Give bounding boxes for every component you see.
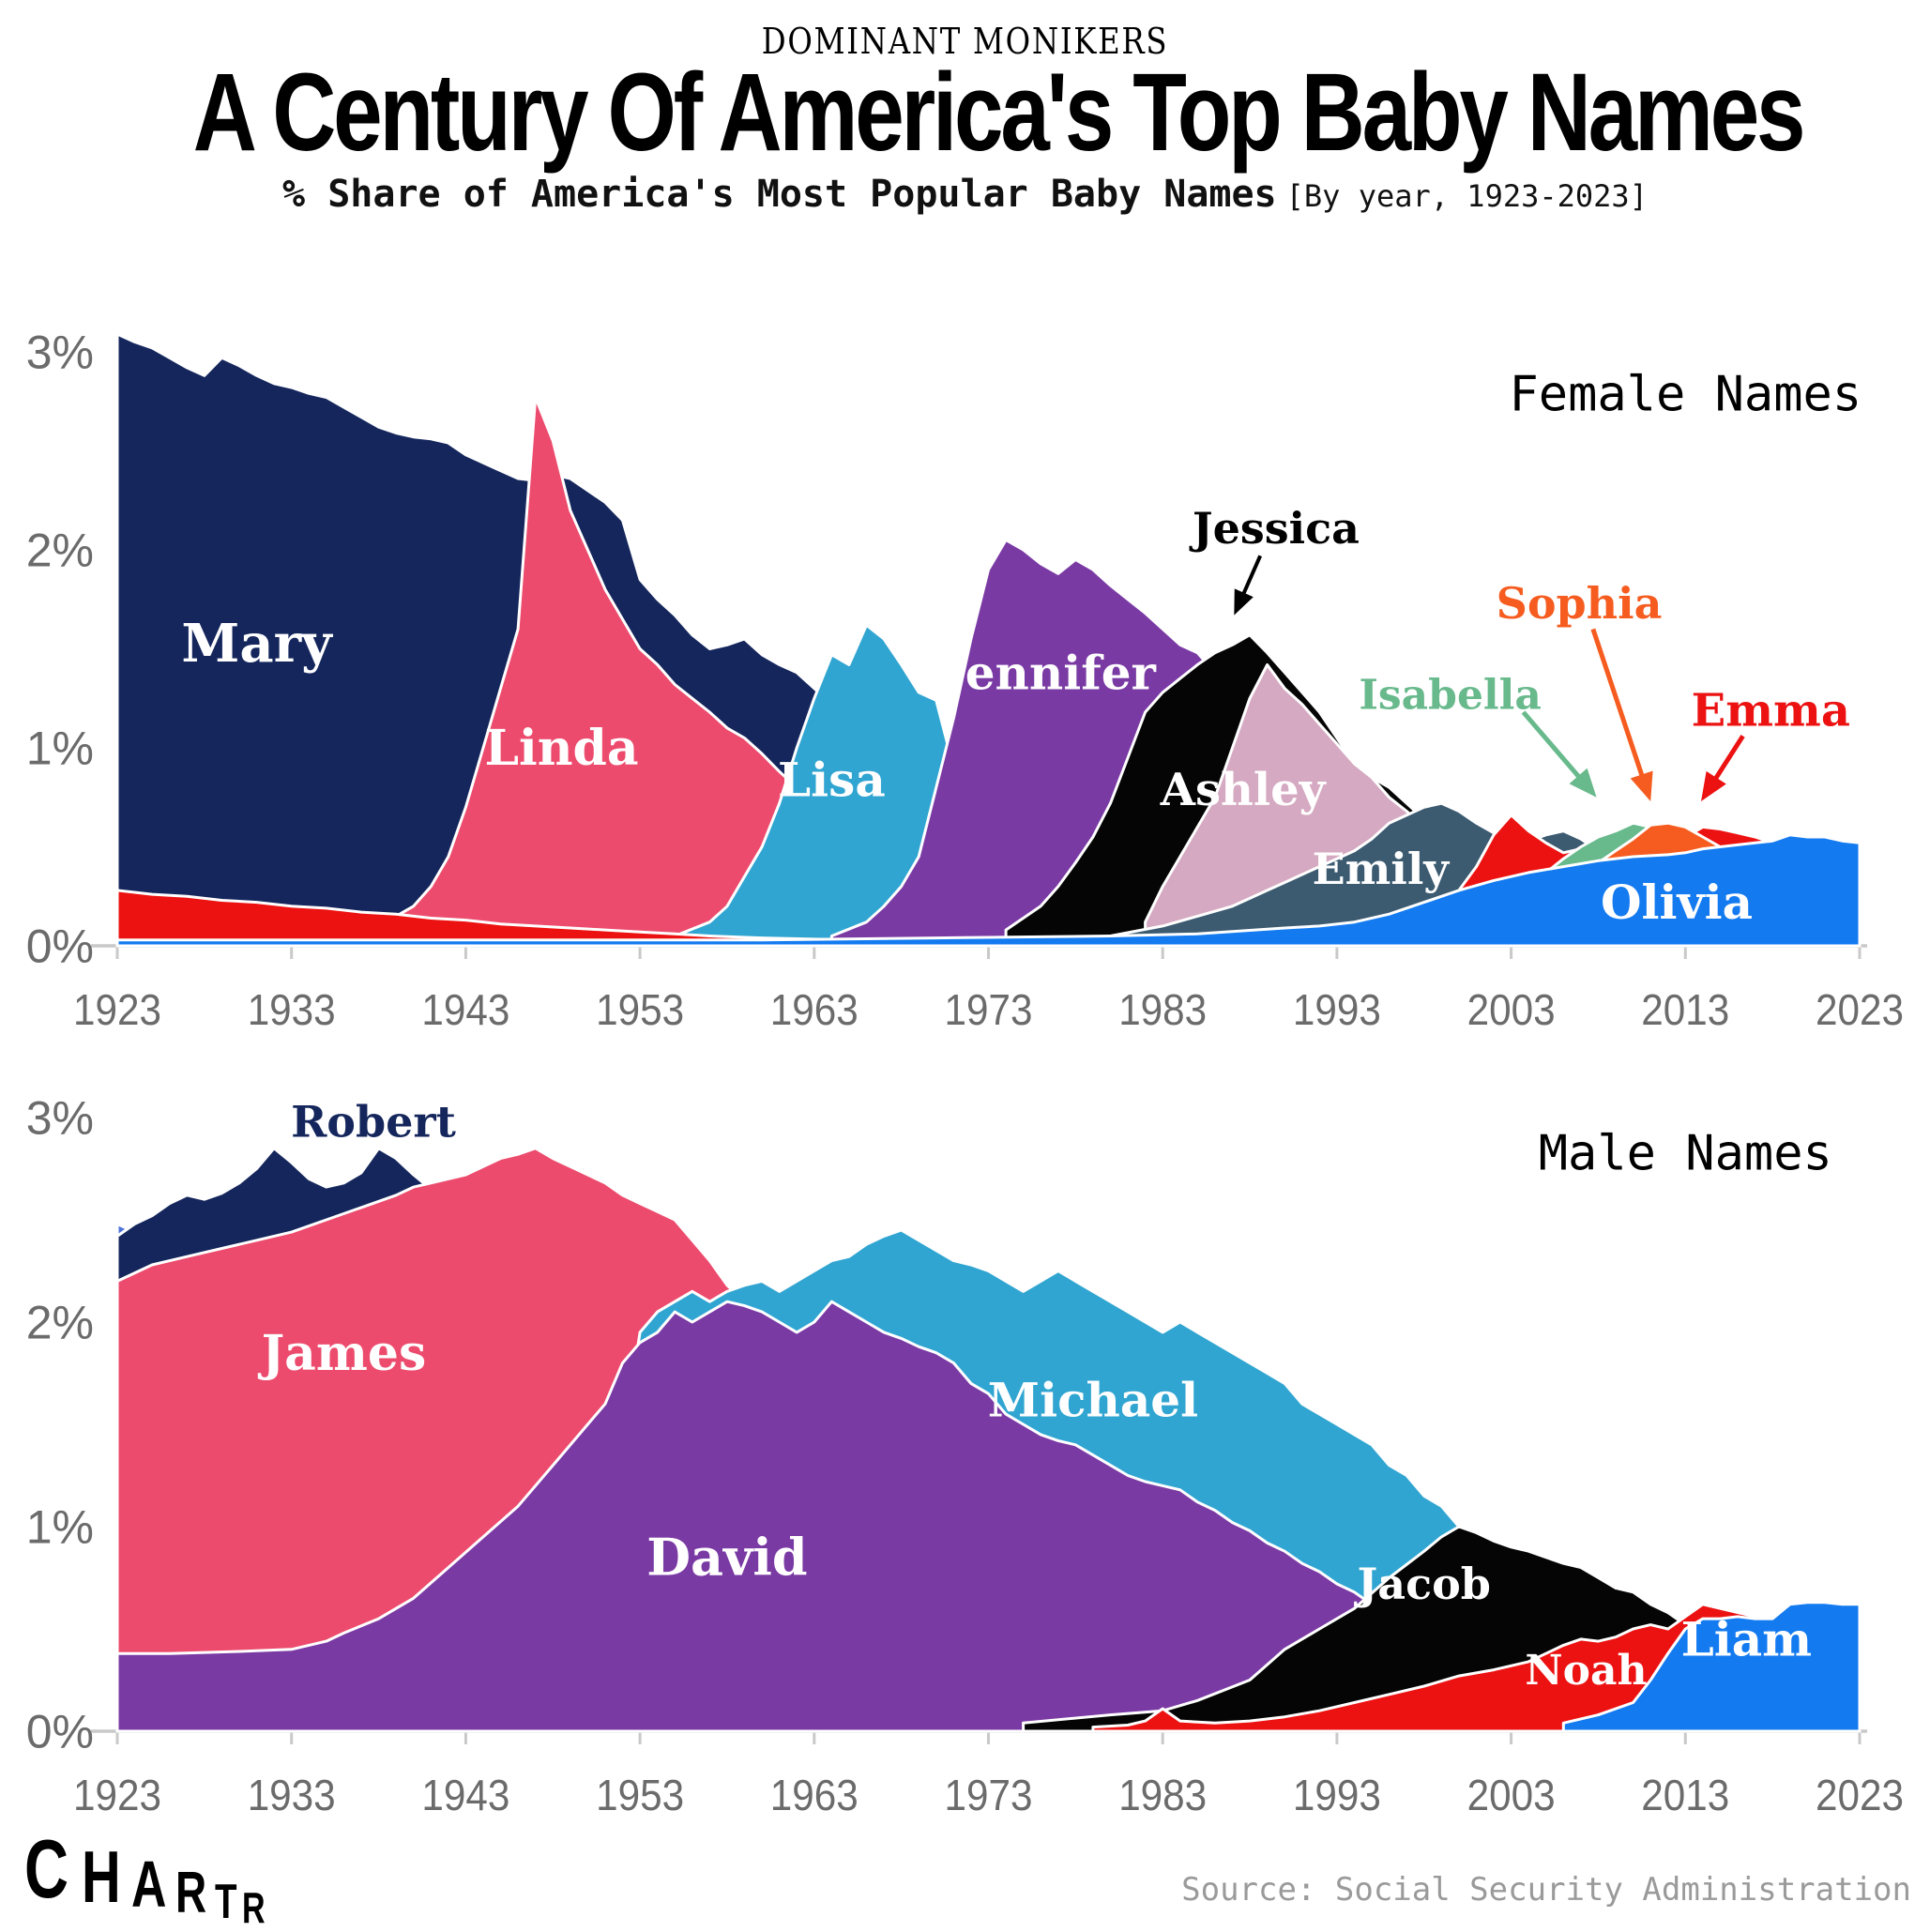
subtitle-note: [By year, 1923-2023] [1285, 178, 1648, 214]
x-axis-tick-label: 1973 [945, 985, 1033, 1034]
y-axis-tick-label: 0% [26, 1706, 94, 1758]
annotation-arrow-isabella [1521, 710, 1588, 786]
y-axis-tick-label: 3% [26, 327, 94, 379]
x-axis-tick-label: 1953 [596, 1771, 684, 1819]
x-axis-tick-label: 2023 [1816, 1771, 1904, 1819]
annotation-arrow-sophia [1590, 628, 1648, 786]
x-axis-tick-label: 1943 [421, 1771, 509, 1819]
area-label-james: James [258, 1325, 427, 1382]
logo-letter: H [81, 1835, 121, 1918]
area-label-jennifer: Jennifer [939, 645, 1156, 700]
chart-title-female-names: Female Names [1509, 367, 1862, 423]
x-axis-tick-label: 1993 [1293, 1771, 1381, 1819]
area-label-robert: Robert [291, 1096, 457, 1147]
area-label-ashley: Ashley [1160, 764, 1328, 816]
x-axis-tick-label: 2013 [1641, 1771, 1729, 1819]
area-olivia [115, 833, 1862, 948]
x-axis-tick-label: 2003 [1467, 985, 1556, 1034]
x-axis-tick-label: 1963 [770, 1771, 859, 1819]
area-label-noah: Noah [1525, 1647, 1647, 1695]
area-label-liam: Liam [1681, 1611, 1812, 1666]
x-axis-tick-label: 1953 [596, 985, 684, 1034]
y-axis-tick-label: 2% [26, 525, 94, 577]
area-liam [1561, 1601, 1862, 1733]
logo-letter: C [24, 1822, 68, 1915]
y-axis-tick-label: 1% [26, 1501, 94, 1554]
annotation-arrowhead-isabella [1569, 768, 1597, 798]
area-label-jacob: Jacob [1354, 1559, 1491, 1609]
x-axis-tick-label: 1983 [1118, 985, 1207, 1034]
area-label-olivia: Olivia [1601, 875, 1753, 930]
area-label-michael: Michael [988, 1372, 1198, 1427]
subtitle: % Share of America's Most Popular Baby N… [0, 173, 1930, 216]
x-axis-tick-label: 2013 [1641, 985, 1729, 1034]
annotation-label-jessica: Jessica [1189, 503, 1360, 554]
logo-letter: A [130, 1848, 166, 1921]
x-axis-tick-label: 1993 [1293, 985, 1381, 1034]
x-axis-tick-label: 1943 [421, 985, 509, 1034]
x-axis-tick-label: 1923 [73, 985, 161, 1034]
y-axis-tick-label: 2% [26, 1297, 94, 1349]
y-axis-tick-label: 3% [26, 1092, 94, 1145]
chart-title-male-names: Male Names [1539, 1125, 1832, 1181]
x-axis-tick-label: 1923 [73, 1771, 161, 1819]
logo-letter: R [175, 1861, 206, 1925]
logo-letter: T [215, 1875, 236, 1929]
x-axis-tick-label: 1933 [248, 1771, 336, 1819]
area-label-david: David [646, 1528, 807, 1588]
x-axis-tick-label: 1963 [770, 985, 859, 1034]
annotation-arrowhead-sophia [1630, 770, 1653, 801]
x-axis-tick-label: 1933 [248, 985, 336, 1034]
logo-letter: R [242, 1883, 266, 1932]
y-axis-tick-label: 0% [26, 920, 94, 973]
area-label-lisa: Lisa [778, 752, 886, 807]
annotation-arrowhead-jessica [1234, 588, 1254, 616]
area-label-mary: Mary [181, 613, 333, 675]
page-title: A Century Of America's Top Baby Names [192, 51, 1806, 175]
x-axis-tick-label: 2003 [1467, 1771, 1556, 1819]
source-credit: Source: Social Security Administration [1181, 1871, 1911, 1909]
subtitle-main: % Share of America's Most Popular Baby N… [282, 173, 1277, 216]
area-label-linda: Linda [484, 720, 638, 777]
area-label-emily: Emily [1313, 844, 1451, 894]
annotation-label-isabella: Isabella [1359, 671, 1542, 719]
x-axis-tick-label: 1973 [945, 1771, 1033, 1819]
annotation-label-sophia: Sophia [1497, 578, 1663, 629]
annotation-label-emma: Emma [1692, 685, 1850, 738]
y-axis-tick-label: 1% [26, 723, 94, 775]
x-axis-tick-label: 2023 [1816, 985, 1904, 1034]
annotation-arrowhead-emma [1701, 770, 1726, 801]
kicker: DOMINANT MONIKERS [761, 21, 1169, 62]
x-axis-tick-label: 1983 [1118, 1771, 1207, 1819]
